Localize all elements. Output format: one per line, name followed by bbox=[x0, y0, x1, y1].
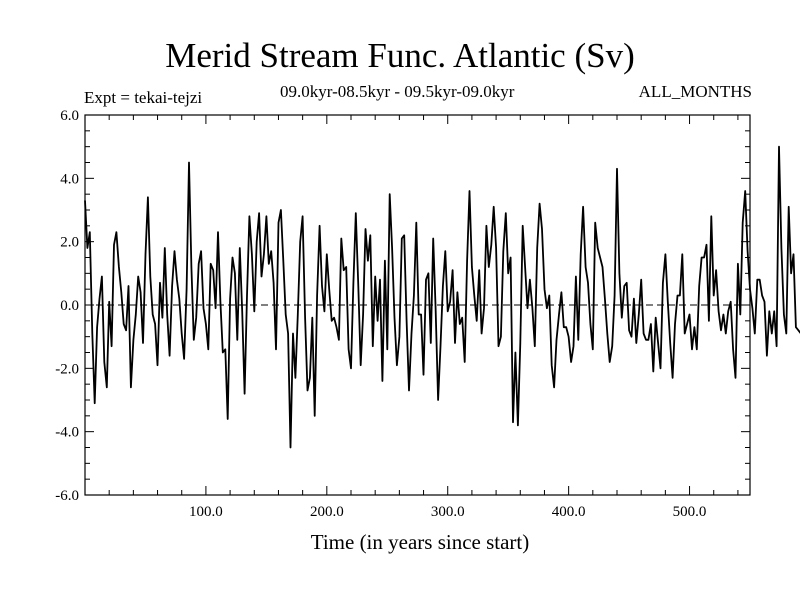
y-tick-label: -4.0 bbox=[55, 425, 79, 441]
chart-title: Merid Stream Func. Atlantic (Sv) bbox=[165, 36, 635, 75]
x-tick-label: 400.0 bbox=[552, 504, 586, 520]
x-tick-label: 300.0 bbox=[431, 504, 465, 520]
y-tick-label: -6.0 bbox=[55, 488, 79, 504]
months-label: ALL_MONTHS bbox=[638, 82, 752, 101]
y-tick-label: 2.0 bbox=[60, 235, 79, 251]
x-axis-label: Time (in years since start) bbox=[310, 530, 530, 554]
x-tick-label: 100.0 bbox=[189, 504, 223, 520]
y-tick-label: -2.0 bbox=[55, 361, 79, 377]
experiment-label: Expt = tekai-tejzi bbox=[84, 88, 203, 107]
y-tick-label: 0.0 bbox=[60, 298, 79, 314]
y-tick-label: 6.0 bbox=[60, 108, 79, 124]
y-tick-label: 4.0 bbox=[60, 171, 79, 187]
x-tick-label: 500.0 bbox=[673, 504, 707, 520]
period-label: 09.0kyr-08.5kyr - 09.5kyr-09.0kyr bbox=[280, 82, 515, 101]
x-tick-label: 200.0 bbox=[310, 504, 344, 520]
series-line bbox=[84, 145, 800, 449]
